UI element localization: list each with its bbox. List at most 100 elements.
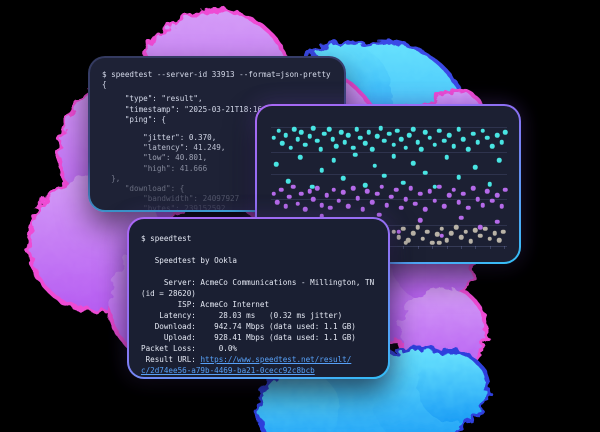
data-point-download-samples xyxy=(333,143,339,149)
chart-gridline xyxy=(271,127,507,129)
data-point-download-samples xyxy=(395,128,400,134)
data-point-download-samples xyxy=(273,162,279,167)
data-point-ping-samples xyxy=(482,226,488,232)
data-point-upload-samples xyxy=(302,206,308,212)
data-point-upload-samples xyxy=(494,219,500,225)
data-point-upload-samples xyxy=(311,197,316,202)
data-point-download-samples xyxy=(403,145,409,150)
data-point-upload-samples xyxy=(355,195,361,201)
data-point-ping-samples xyxy=(497,237,502,243)
data-point-ping-samples xyxy=(500,229,506,234)
data-point-upload-samples xyxy=(319,202,325,208)
data-point-download-samples xyxy=(297,155,303,160)
data-point-download-samples xyxy=(302,142,308,148)
data-point-upload-samples xyxy=(299,191,304,197)
data-point-download-samples xyxy=(441,138,447,143)
data-point-download-samples xyxy=(342,139,347,145)
data-point-download-samples xyxy=(326,127,332,132)
terminal-json-line: }, xyxy=(102,173,121,183)
data-point-upload-samples xyxy=(384,202,389,208)
result-url-link[interactable]: https://www.speedtest.net/result/ xyxy=(200,355,352,364)
terminal-result-line: Upload: 928.41 Mbps (data used: 1.1 GB) xyxy=(141,333,356,342)
data-point-upload-samples xyxy=(398,205,404,211)
data-point-upload-samples xyxy=(408,185,413,191)
chart-gridline xyxy=(271,174,507,176)
data-point-ping-samples xyxy=(401,226,406,232)
terminal-result-body: $ speedtest Speedtest by Ookla Server: A… xyxy=(129,219,388,377)
data-point-download-samples xyxy=(422,170,428,176)
data-point-download-samples xyxy=(485,135,490,141)
data-point-ping-samples xyxy=(429,240,435,246)
data-point-upload-samples xyxy=(432,198,437,204)
data-point-download-samples xyxy=(489,143,495,149)
data-point-download-samples xyxy=(291,127,297,132)
data-point-download-samples xyxy=(331,157,337,163)
terminal-result-lines: $ speedtest Speedtest by Ookla Server: A… xyxy=(141,233,377,354)
data-point-download-samples xyxy=(271,135,277,141)
data-point-download-samples xyxy=(338,129,344,135)
data-point-upload-samples xyxy=(446,192,452,198)
data-point-upload-samples xyxy=(295,201,301,206)
result-url-line-2: c/2d74ee56-a79b-4469-ba21-0cecc92c8bcb xyxy=(141,365,377,376)
data-point-ping-samples xyxy=(477,233,483,239)
data-point-download-samples xyxy=(480,128,485,134)
data-point-upload-samples xyxy=(503,187,508,192)
terminal-json-line: "latency": 41.249, xyxy=(102,143,226,153)
data-point-upload-samples xyxy=(374,191,380,197)
data-point-download-samples xyxy=(398,136,404,142)
data-point-upload-samples xyxy=(319,213,325,219)
data-point-ping-samples xyxy=(458,234,464,240)
data-point-ping-samples xyxy=(437,240,442,246)
data-point-download-samples xyxy=(279,141,285,146)
data-point-upload-samples xyxy=(439,233,445,239)
data-point-download-samples xyxy=(410,160,416,166)
data-point-download-samples xyxy=(470,131,476,136)
data-point-upload-samples xyxy=(441,204,447,209)
data-point-ping-samples xyxy=(453,225,459,230)
data-point-ping-samples xyxy=(449,230,454,236)
data-point-download-samples xyxy=(353,152,358,157)
terminal-json-line: "bandwidth": 24097927 xyxy=(102,194,240,204)
data-point-upload-samples xyxy=(307,188,313,194)
terminal-json-line: "low": 40.801, xyxy=(102,153,208,163)
data-point-download-samples xyxy=(465,146,471,152)
data-point-upload-samples xyxy=(327,205,333,211)
data-point-download-samples xyxy=(494,132,500,138)
data-point-download-samples xyxy=(357,135,363,141)
terminal-result-line: ISP: AcmeCo Internet xyxy=(141,300,270,309)
data-point-upload-samples xyxy=(465,205,471,211)
terminal-json-lines: $ speedtest --server-id 33913 --format=j… xyxy=(102,70,332,210)
data-point-download-samples xyxy=(350,145,356,150)
data-point-upload-samples xyxy=(489,198,495,204)
result-url-link-continued[interactable]: c/2d74ee56-a79b-4469-ba21-0cecc92c8bcb xyxy=(141,366,315,375)
data-point-upload-samples xyxy=(477,225,483,230)
data-point-upload-samples xyxy=(336,198,341,204)
data-point-ping-samples xyxy=(415,225,421,230)
x-axis-tick xyxy=(489,245,491,249)
data-point-upload-samples xyxy=(427,188,433,194)
data-point-ping-samples xyxy=(405,237,411,243)
data-point-ping-samples xyxy=(468,239,473,244)
terminal-result-line: Latency: 28.03 ms (0.32 ms jitter) xyxy=(141,311,343,320)
data-point-upload-samples xyxy=(283,204,289,209)
x-axis-tick xyxy=(461,245,462,249)
data-point-download-samples xyxy=(283,132,289,138)
terminal-result-line: Packet Loss: 0.0% xyxy=(141,344,238,353)
data-point-download-samples xyxy=(391,153,397,159)
terminal-result-line: Speedtest by Ookla xyxy=(141,256,238,265)
data-point-download-samples xyxy=(366,129,371,135)
terminal-result-line xyxy=(141,244,377,255)
data-point-upload-samples xyxy=(324,192,329,198)
terminal-result-line: Download: 942.74 Mbps (data used: 1.1 GB… xyxy=(141,322,356,331)
chart-gridline xyxy=(271,151,507,153)
data-point-upload-samples xyxy=(377,212,382,218)
data-point-download-samples xyxy=(475,139,481,145)
terminal-json-line: "bytes": 239152592 xyxy=(102,204,226,210)
data-point-download-samples xyxy=(341,176,346,181)
terminal-result-line: (id = 28620) xyxy=(141,289,196,298)
data-point-upload-samples xyxy=(396,229,401,234)
data-point-download-samples xyxy=(427,135,433,141)
terminal-json-line: "ping": { xyxy=(102,114,167,124)
data-point-upload-samples xyxy=(451,187,457,192)
